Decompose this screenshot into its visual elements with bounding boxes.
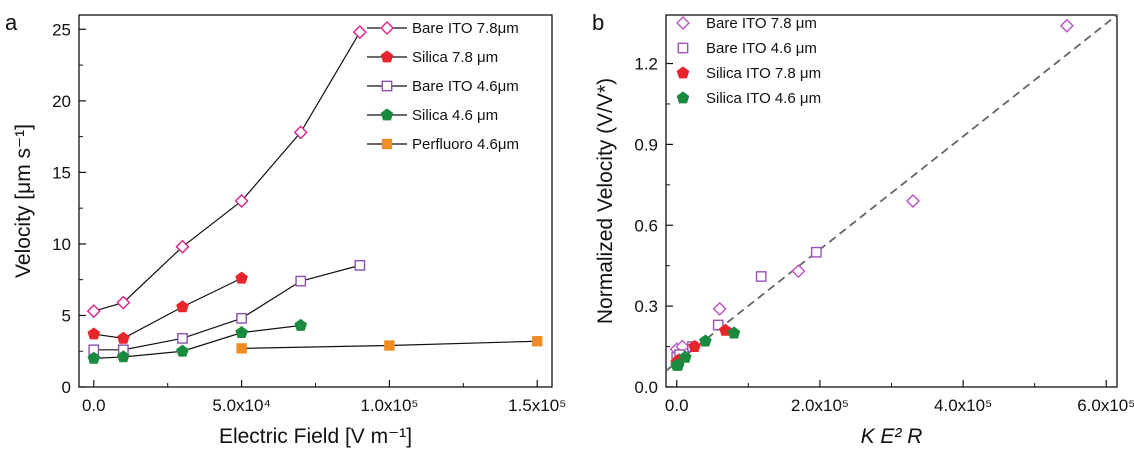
y-tick-label: 25 xyxy=(52,20,71,39)
data-point xyxy=(712,319,724,331)
legend-label: Bare ITO 7.8 μm xyxy=(706,15,817,32)
data-point xyxy=(699,334,712,347)
data-point xyxy=(712,301,727,316)
series-line xyxy=(93,277,242,339)
legend-label: Perfluoro 4.6μm xyxy=(412,136,519,153)
data-point xyxy=(236,343,247,354)
data-point xyxy=(295,275,307,287)
legend-label: Silica 7.8 μm xyxy=(412,49,498,66)
panel-b: b 0.0 2.0x10⁵ 4.0x10⁵ 6.0x10⁵ 0.0 0.3 0.6 0.9 1.2… xyxy=(592,10,1134,448)
data-point xyxy=(117,350,130,363)
series-perfluoro-4-6-m xyxy=(236,336,543,354)
plot-frame xyxy=(78,14,553,388)
y-tick-label: 0.9 xyxy=(634,135,658,154)
fit-line xyxy=(665,14,1118,372)
y-axis-title: Normalized Velocity (V/V*) xyxy=(594,78,617,324)
legend-label: Silica ITO 7.8 μm xyxy=(706,65,821,82)
legend-marker xyxy=(380,108,394,121)
series-line xyxy=(93,31,361,312)
x-tick-label: 1.0x10⁵ xyxy=(360,396,418,415)
x-tick-label: 0.0 xyxy=(82,396,106,415)
legend-marker xyxy=(380,50,394,63)
data-point xyxy=(679,350,692,363)
data-point xyxy=(755,271,767,282)
data-point xyxy=(384,340,395,351)
data-point xyxy=(352,25,367,40)
data-point xyxy=(175,239,190,254)
data-point xyxy=(236,312,247,324)
y-tick-label: 15 xyxy=(52,163,71,182)
panel-letter: b xyxy=(592,10,604,35)
legend: Bare ITO 7.8 μm Bare ITO 4.6 μm Silica ITO… xyxy=(676,15,821,107)
y-tick-label: 0 xyxy=(62,378,71,397)
series-bare-ito-4-6-m xyxy=(88,260,366,356)
y-tick-label: 10 xyxy=(52,235,71,254)
data-point xyxy=(294,318,308,331)
data-point xyxy=(177,332,188,344)
legend-marker xyxy=(380,21,394,35)
x-tick-label: 6.0x10⁵ xyxy=(1077,396,1134,415)
y-tick-label: 0.3 xyxy=(634,297,658,316)
data-point xyxy=(235,326,248,338)
data-point xyxy=(87,327,101,340)
data-point xyxy=(532,336,543,347)
data-point xyxy=(117,331,130,344)
legend: Bare ITO 7.8μm Silica 7.8 μm Bare ITO 4.6μ… xyxy=(367,20,519,153)
legend-marker xyxy=(676,66,690,79)
legend-label: Silica ITO 4.6 μm xyxy=(706,90,821,107)
legend-label: Bare ITO 4.6μm xyxy=(412,78,519,95)
x-tick-label: 0.0 xyxy=(665,396,689,415)
data-point xyxy=(176,344,189,357)
data-point xyxy=(688,339,701,352)
legend-label: Bare ITO 4.6 μm xyxy=(706,40,817,57)
y-tick-label: 0.6 xyxy=(634,216,658,235)
legend-marker xyxy=(676,91,690,104)
legend-marker xyxy=(381,80,393,92)
y-tick-label: 20 xyxy=(52,92,71,111)
x-axis-title: Electric Field [V m⁻¹] xyxy=(219,425,412,448)
series-bare-ito-7-8-m xyxy=(86,25,367,319)
legend-marker xyxy=(381,138,393,150)
series-silica-7-8-m xyxy=(87,271,248,344)
data-point xyxy=(810,246,822,258)
legend-marker xyxy=(676,16,690,30)
data-point xyxy=(727,326,741,339)
data-point xyxy=(293,125,308,140)
data-point xyxy=(354,260,366,271)
data-point xyxy=(905,194,920,208)
data-point xyxy=(86,304,101,319)
data-point xyxy=(234,194,249,208)
legend-marker xyxy=(677,42,689,54)
legend-label: Silica 4.6 μm xyxy=(412,107,498,124)
data-point xyxy=(1059,18,1074,33)
x-tick-label: 2.0x10⁵ xyxy=(791,396,849,415)
y-tick-label: 0.0 xyxy=(634,378,658,397)
x-tick-label: 5.0x10⁴ xyxy=(212,396,270,415)
panel-a: a 0.0 5.0x10⁴ 1.0x10⁵ 1.5x10⁵ 0 5 10 15 20 25 Elect… xyxy=(5,10,566,448)
data-point xyxy=(116,295,131,310)
x-tick-label: 4.0x10⁵ xyxy=(934,396,992,415)
y-tick-label: 1.2 xyxy=(634,55,658,74)
legend-label: Bare ITO 7.8μm xyxy=(412,20,519,37)
x-axis-title: K E² R xyxy=(861,425,923,448)
panel-letter: a xyxy=(5,10,18,35)
data-point xyxy=(176,300,189,313)
series-silica-4-6-m xyxy=(87,318,308,364)
data-point xyxy=(87,351,101,364)
data-point xyxy=(791,264,806,279)
data-point xyxy=(235,271,248,284)
series-silica-ito-4-6-m xyxy=(670,326,741,371)
x-tick-label: 1.5x10⁵ xyxy=(508,396,566,415)
y-axis-title: Velocity [μm s⁻¹] xyxy=(12,124,35,278)
y-tick-label: 5 xyxy=(62,306,71,325)
data-point xyxy=(671,358,685,371)
